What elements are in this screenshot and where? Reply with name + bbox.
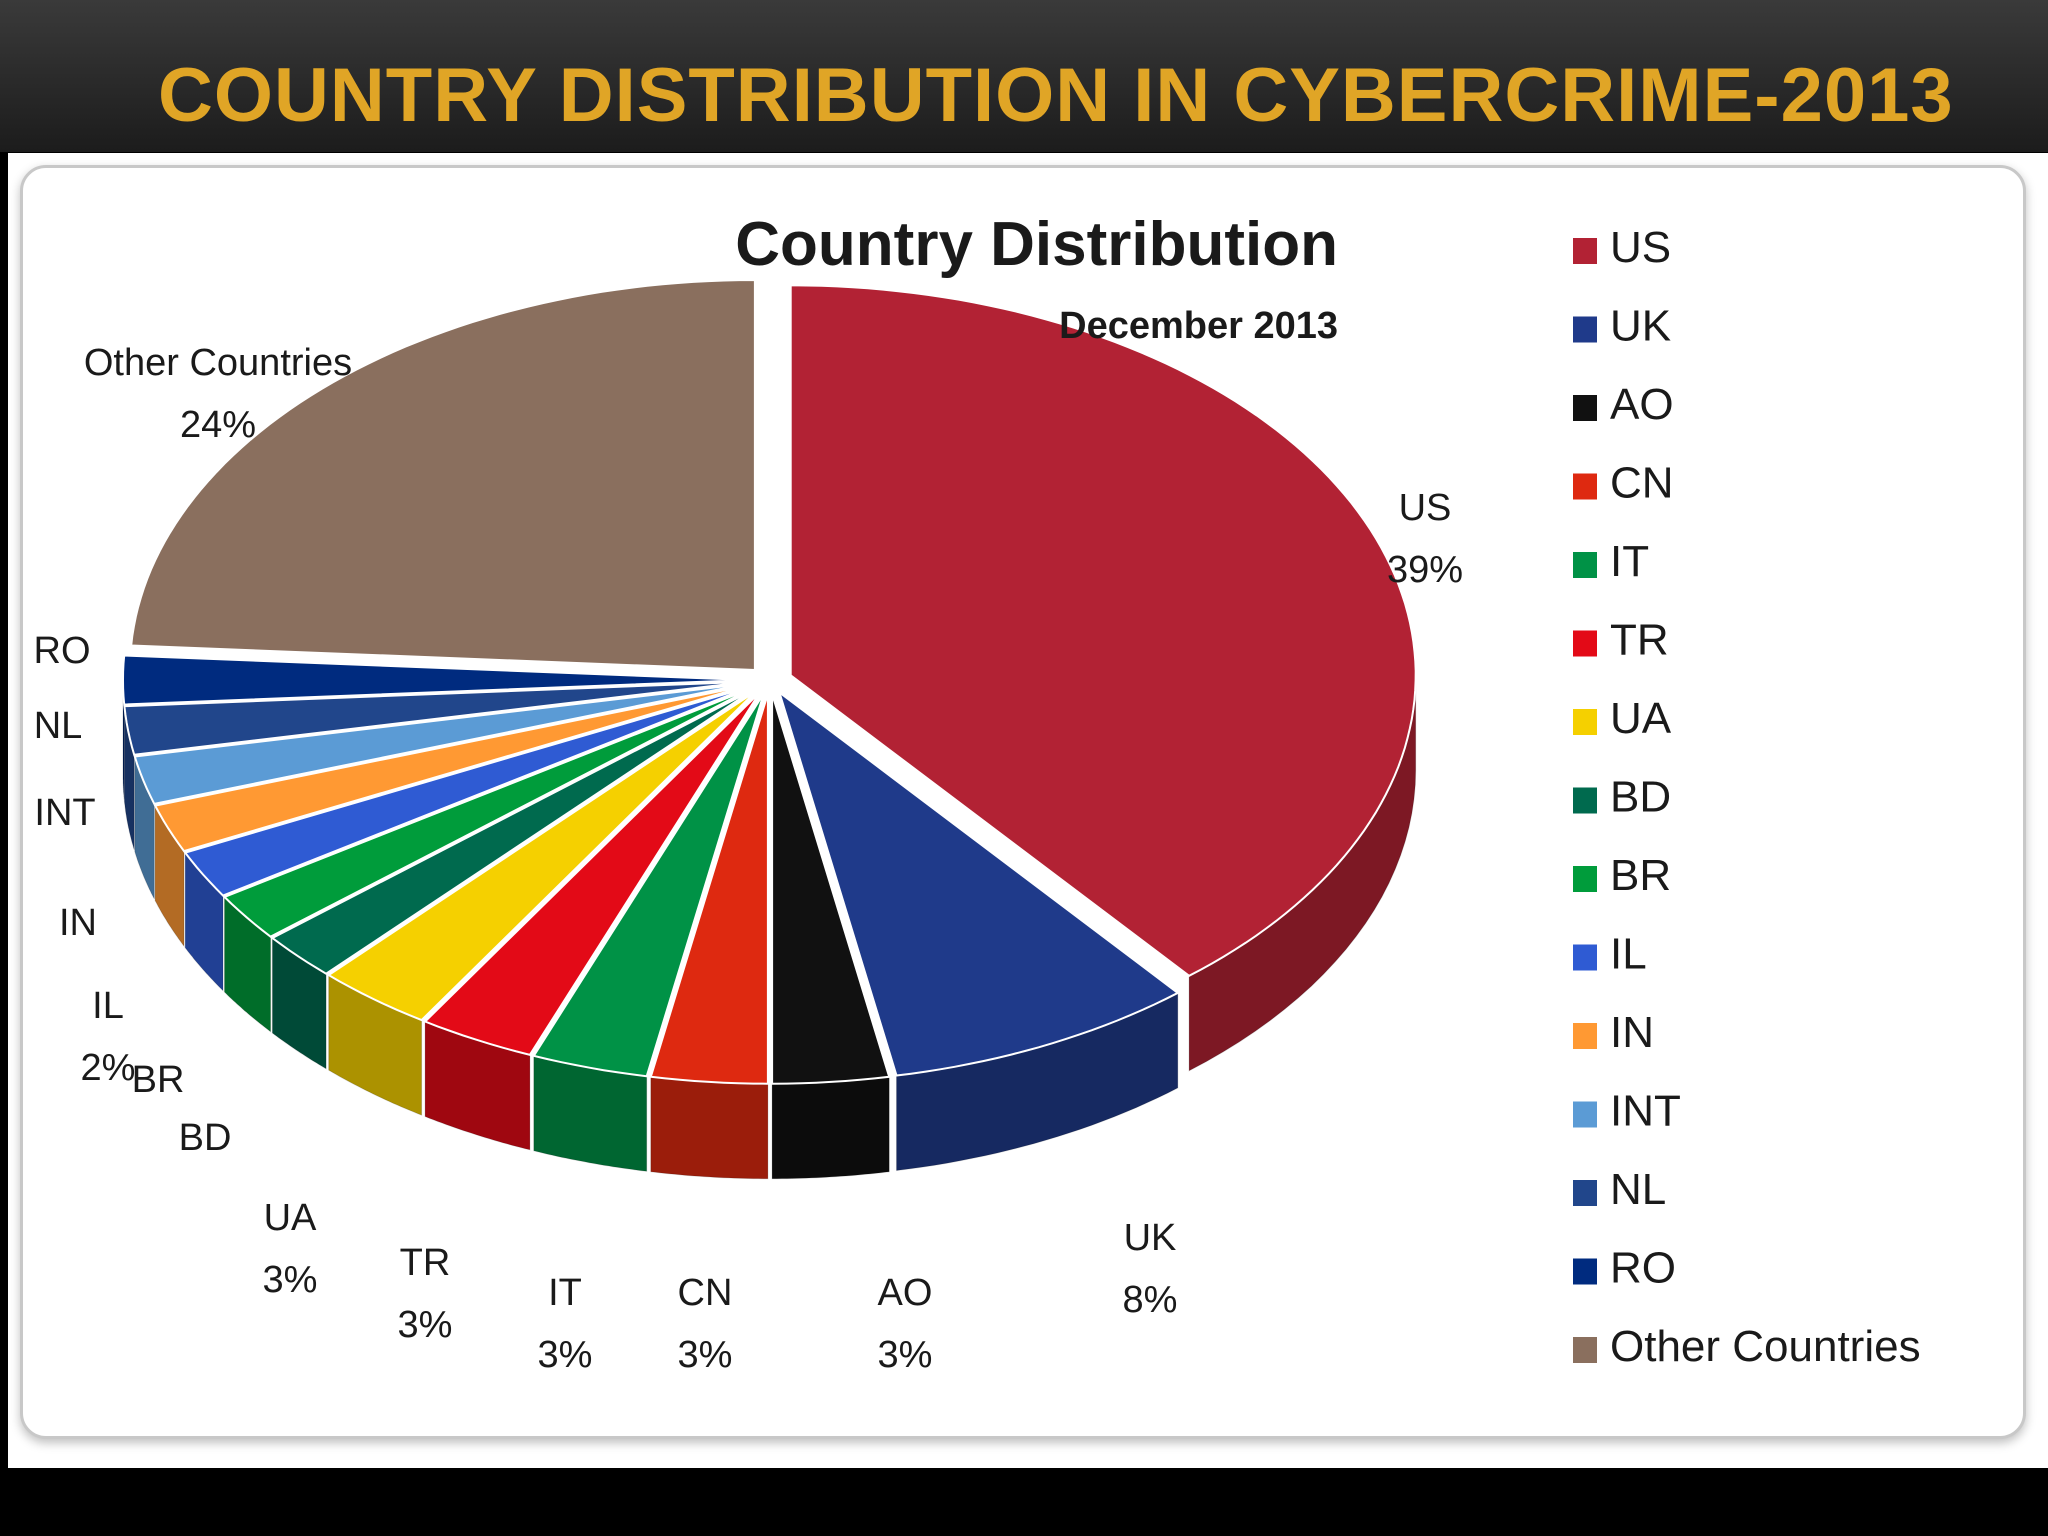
pie-label-cn: CN	[678, 1272, 733, 1314]
pie-label-ro: RO	[34, 630, 91, 672]
slice-other-countries	[130, 278, 756, 672]
legend-label-il: IL	[1610, 930, 1647, 979]
pie-label-in: IN	[59, 902, 97, 944]
slide-header: COUNTRY DISTRIBUTION IN CYBERCRIME-2013	[0, 0, 2048, 152]
chart-title: Country Distribution	[735, 210, 1338, 279]
pie-label-ua: UA	[264, 1197, 317, 1239]
legend-swatch-uk	[1573, 316, 1597, 343]
pie-label-other-countries: Other Countries	[84, 342, 352, 384]
legend-label-ro: RO	[1610, 1244, 1676, 1293]
pie-value-uk: 8%	[1123, 1279, 1178, 1321]
slice-in	[153, 684, 750, 853]
legend-swatch-us	[1573, 238, 1597, 264]
pie-value-il: 2%	[81, 1047, 136, 1089]
legend-swatch-il	[1573, 944, 1597, 971]
legend-swatch-in	[1573, 1023, 1597, 1049]
legend-swatch-ro	[1573, 1258, 1597, 1285]
pie-layer	[121, 278, 1417, 1180]
legend-label-us: US	[1610, 223, 1671, 272]
slice-nl	[123, 680, 749, 756]
legend-label-other-countries: Other Countries	[1610, 1322, 1921, 1371]
legend-label-cn: CN	[1610, 459, 1674, 508]
pie-value-cn: 3%	[678, 1334, 733, 1376]
legend-swatch-it	[1573, 552, 1597, 578]
legend-label-tr: TR	[1610, 616, 1669, 665]
slide-title: COUNTRY DISTRIBUTION IN CYBERCRIME-2013	[158, 53, 1954, 138]
legend-label-uk: UK	[1610, 302, 1671, 351]
pie-label-il: IL	[92, 985, 124, 1027]
legend-swatch-tr	[1573, 630, 1597, 657]
slice-br	[222, 687, 753, 938]
legend-swatch-int	[1573, 1101, 1597, 1128]
pie-value-other-countries: 24%	[180, 404, 256, 446]
pie-label-us: US	[1399, 487, 1452, 529]
slice-tr	[423, 691, 761, 1056]
pie-label-uk: UK	[1124, 1217, 1177, 1259]
legend-swatch-cn	[1573, 473, 1597, 500]
legend-label-in: IN	[1610, 1008, 1654, 1057]
legend-label-ao: AO	[1610, 380, 1674, 429]
pie-label-tr: TR	[400, 1242, 451, 1284]
pie-label-bd: BD	[179, 1117, 232, 1159]
pie-label-br: BR	[132, 1059, 185, 1101]
legend: US UK AO CN IT TR UA BD BR IL IN INT NL RO Other Count…	[1573, 223, 1921, 1371]
legend-swatch-bd	[1573, 787, 1597, 814]
slice-il	[183, 685, 752, 897]
pie-label-it: IT	[548, 1272, 582, 1314]
legend-label-bd: BD	[1610, 773, 1671, 822]
chart-subtitle: December 2013	[1059, 305, 1338, 347]
pie-value-ua: 3%	[263, 1259, 318, 1301]
legend-swatch-ua	[1573, 709, 1597, 735]
slice-side-ao	[771, 1076, 890, 1180]
slice-uk	[777, 689, 1180, 1077]
slice-ua	[326, 689, 758, 1022]
legend-swatch-ao	[1573, 395, 1597, 421]
pie-label-ao: AO	[878, 1272, 933, 1314]
pie-value-tr: 3%	[398, 1304, 453, 1346]
legend-swatch-br	[1573, 866, 1597, 892]
legend-label-nl: NL	[1610, 1165, 1666, 1214]
legend-swatch-other-countries	[1573, 1337, 1597, 1363]
pie-value-us: 39%	[1387, 549, 1463, 591]
slice-bd	[270, 688, 755, 975]
legend-label-br: BR	[1610, 851, 1671, 900]
legend-label-ua: UA	[1610, 694, 1672, 743]
pie-value-ao: 3%	[878, 1334, 933, 1376]
legend-label-it: IT	[1610, 537, 1649, 586]
slice-ao	[771, 693, 891, 1085]
bottom-bar	[0, 1468, 2048, 1536]
slice-int	[133, 682, 749, 806]
slice-cn	[649, 693, 769, 1085]
slice-side-cn	[650, 1076, 769, 1180]
legend-label-int: INT	[1610, 1087, 1681, 1136]
pie-label-int: INT	[34, 792, 95, 834]
pie-value-it: 3%	[538, 1334, 593, 1376]
slice-ro	[121, 654, 749, 706]
legend-swatch-nl	[1573, 1180, 1597, 1206]
pie-label-nl: NL	[34, 705, 83, 747]
slice-us	[789, 284, 1417, 977]
slice-it	[532, 692, 765, 1078]
